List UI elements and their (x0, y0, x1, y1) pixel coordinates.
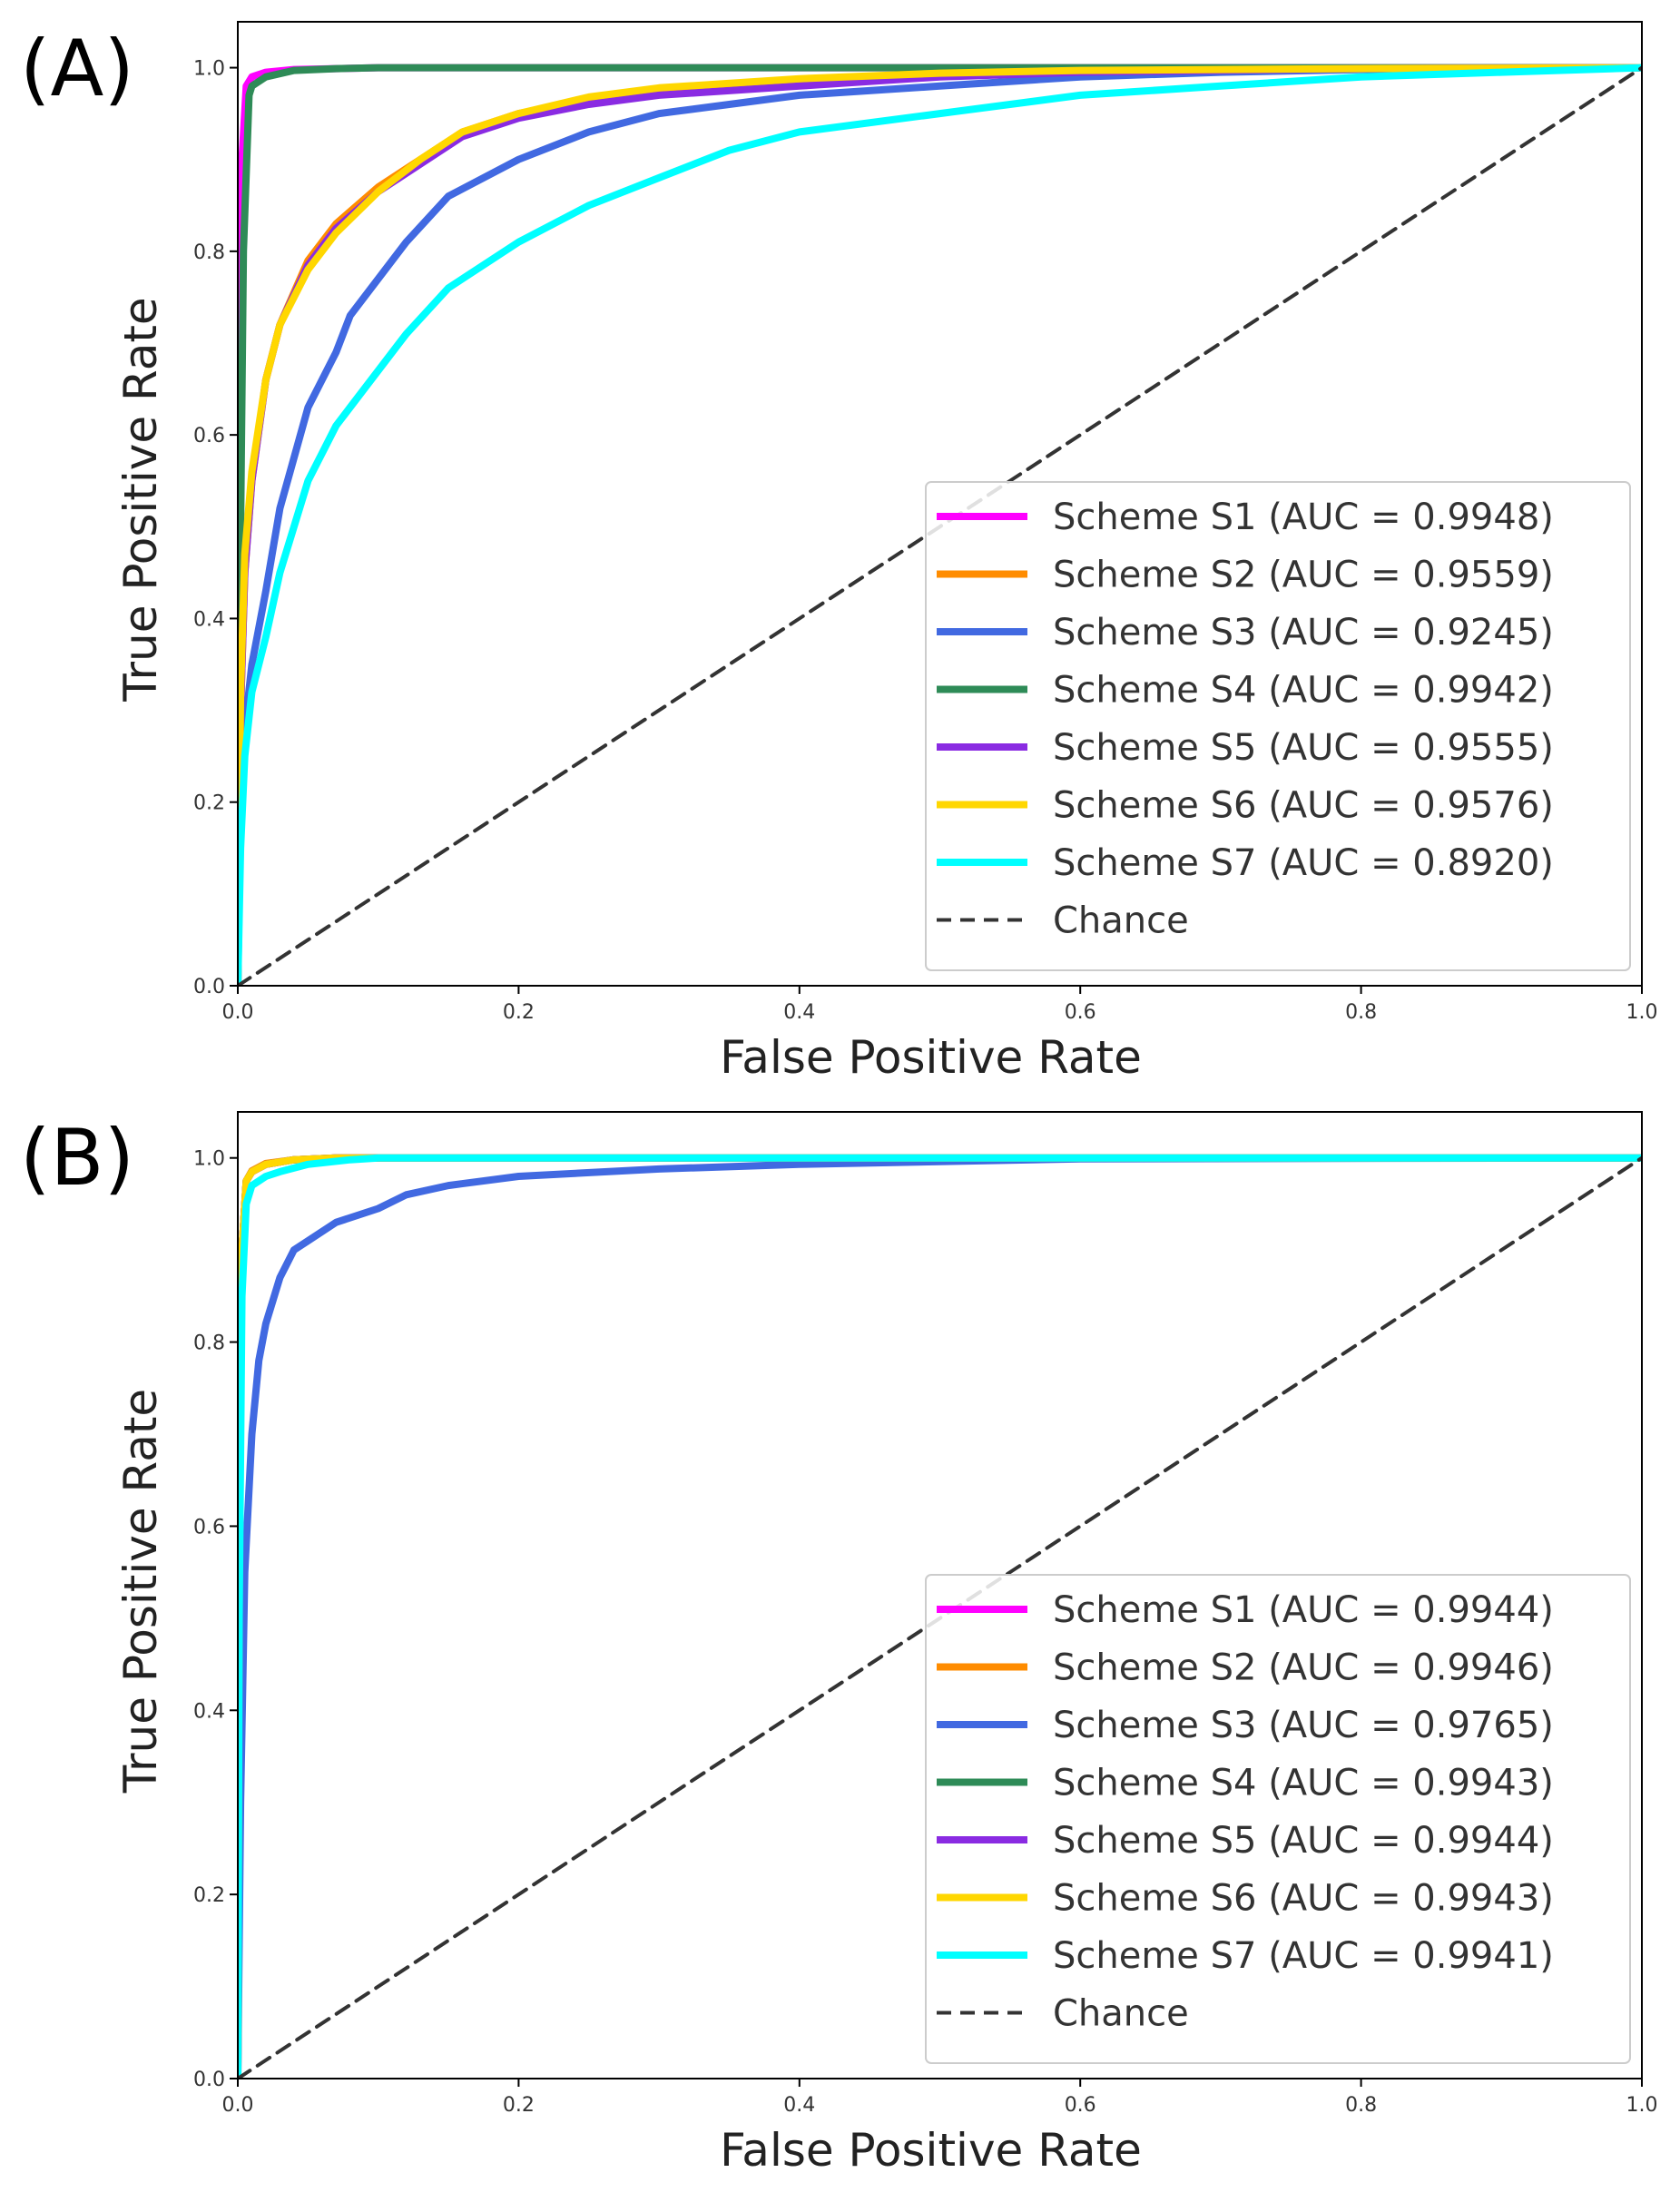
x-tick-label: 0.2 (503, 1001, 535, 1024)
series-line-s3 (238, 64, 1642, 986)
legend-label: Scheme S6 (AUC = 0.9943) (1053, 1878, 1554, 1920)
legend-label: Scheme S3 (AUC = 0.9765) (1053, 1705, 1554, 1746)
legend-label: Scheme S5 (AUC = 0.9944) (1053, 1820, 1554, 1862)
legend-label: Scheme S2 (AUC = 0.9946) (1053, 1647, 1554, 1689)
y-tick-label: 0.4 (193, 1700, 225, 1723)
x-tick-label: 0.8 (1345, 1001, 1377, 1024)
legend-label: Chance (1053, 1993, 1189, 2035)
legend-label: Chance (1053, 900, 1189, 942)
chart-panel-a: (A) 0.0 0.2 0.4 0.6 0.8 1.0 0.0 0.2 0.4 0.6 0.8 1.0 F… (20, 21, 1658, 1084)
x-tick-label: 0.6 (1065, 2094, 1096, 2117)
y-axis-label: True Positive Rate (114, 1389, 167, 1794)
x-tick-label: 1.0 (1626, 1001, 1658, 1024)
legend-label: Scheme S6 (AUC = 0.9576) (1053, 785, 1554, 827)
y-axis-label: True Positive Rate (114, 297, 167, 702)
panel-label: (B) (20, 1113, 134, 1204)
legend-label: Scheme S2 (AUC = 0.9559) (1053, 555, 1554, 596)
legend-label: Scheme S5 (AUC = 0.9555) (1053, 727, 1554, 769)
x-tick-label: 0.0 (222, 2094, 254, 2117)
legend-label: Scheme S3 (AUC = 0.9245) (1053, 612, 1554, 654)
y-tick-label: 0.8 (193, 241, 225, 264)
series-line-s3 (238, 1154, 1642, 2079)
y-tick-label: 0.6 (193, 1516, 225, 1539)
x-axis-label: False Positive Rate (720, 2124, 1142, 2177)
series-lines (238, 64, 1642, 986)
legend-label: Scheme S7 (AUC = 0.8920) (1053, 842, 1554, 884)
y-tick-label: 1.0 (193, 58, 225, 81)
x-tick-label: 1.0 (1626, 2094, 1658, 2117)
legend-label: Scheme S1 (AUC = 0.9948) (1053, 496, 1554, 538)
x-tick-label: 0.0 (222, 1001, 254, 1024)
x-axis-label: False Positive Rate (720, 1031, 1142, 1084)
y-tick-label: 0.8 (193, 1332, 225, 1355)
legend-label: Scheme S4 (AUC = 0.9942) (1053, 670, 1554, 712)
panel-label: (A) (20, 24, 134, 114)
x-tick-label: 0.2 (503, 2094, 535, 2117)
series-line-s7 (238, 64, 1642, 986)
legend-label: Scheme S1 (AUC = 0.9944) (1053, 1589, 1554, 1631)
chart-panel-b: (B) 0.0 0.2 0.4 0.6 0.8 1.0 0.0 0.2 0.4 0.6 0.8 1.0 F… (20, 1111, 1658, 2177)
series-line-s7 (238, 1154, 1642, 2079)
legend: Scheme S1 (AUC = 0.9944) Scheme S2 (AUC =… (925, 1574, 1631, 2064)
y-tick-label: 0.2 (193, 1884, 225, 1907)
legend-label: Scheme S7 (AUC = 0.9941) (1053, 1935, 1554, 1977)
x-tick-label: 0.8 (1345, 2094, 1377, 2117)
x-tick-label: 0.4 (783, 2094, 815, 2117)
y-tick-label: 0.2 (193, 792, 225, 815)
y-tick-label: 1.0 (193, 1148, 225, 1171)
series-lines (238, 1154, 1642, 2079)
x-tick-label: 0.4 (783, 1001, 815, 1024)
legend-box (925, 481, 1631, 971)
legend-label: Scheme S4 (AUC = 0.9943) (1053, 1763, 1554, 1804)
legend: Scheme S1 (AUC = 0.9948) Scheme S2 (AUC =… (925, 481, 1631, 971)
y-tick-label: 0.0 (193, 976, 225, 998)
plot-frame (237, 21, 1643, 987)
y-tick-label: 0.0 (193, 2069, 225, 2091)
y-tick-label: 0.4 (193, 608, 225, 631)
y-tick-label: 0.6 (193, 425, 225, 447)
series-line-s6 (238, 64, 1642, 986)
plot-frame (237, 1111, 1643, 2079)
series-line-s4 (238, 64, 1642, 986)
x-tick-label: 0.6 (1065, 1001, 1096, 1024)
legend-box (925, 1574, 1631, 2064)
